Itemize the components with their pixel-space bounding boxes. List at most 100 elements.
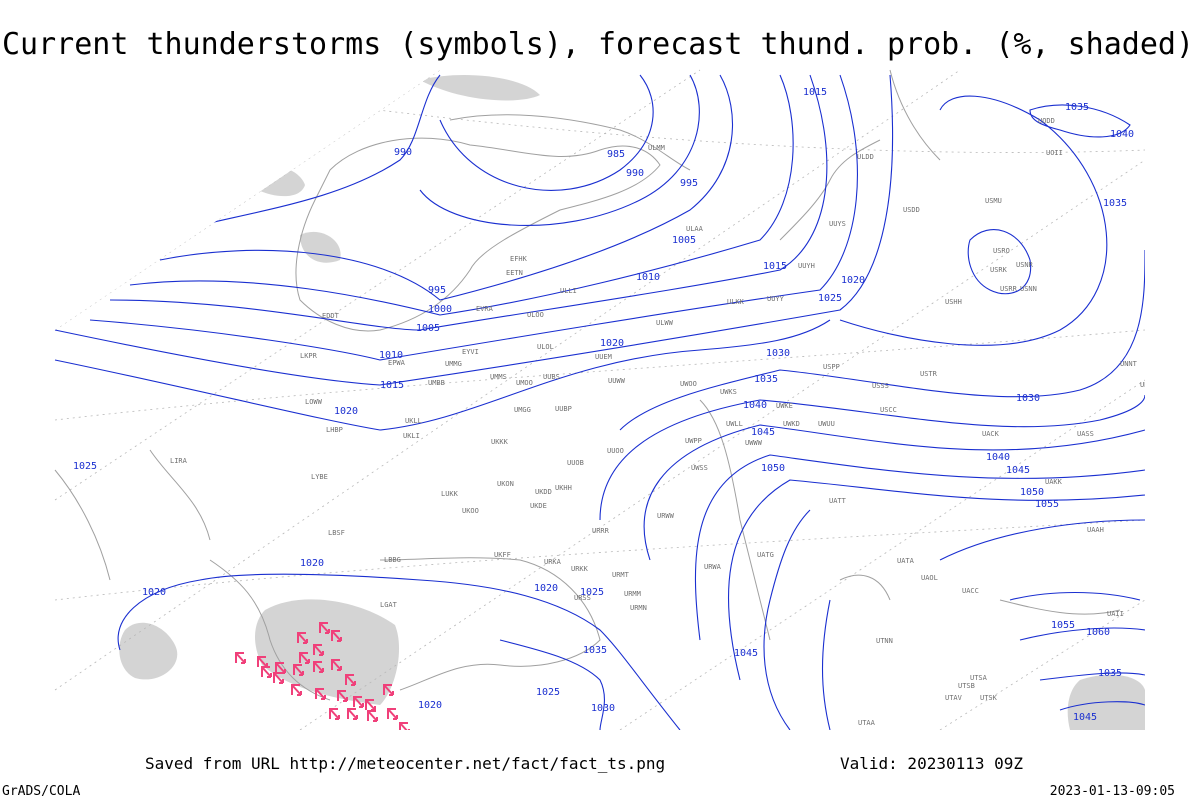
station-code: UMMS bbox=[490, 373, 507, 381]
station-code: UTAA bbox=[858, 719, 876, 727]
shade-area bbox=[300, 231, 341, 263]
thunderstorm-symbol bbox=[297, 632, 308, 644]
thunderstorm-symbol bbox=[329, 708, 340, 720]
isobar-label: 1055 bbox=[1051, 620, 1075, 631]
station-code: UUYS bbox=[829, 220, 846, 228]
isobar-label: 1045 bbox=[1073, 712, 1097, 723]
thunderstorm-symbol bbox=[365, 699, 376, 711]
isobar bbox=[179, 74, 441, 231]
isobar-label: 1045 bbox=[734, 648, 758, 659]
isobar bbox=[643, 424, 1146, 561]
station-code: UATG bbox=[757, 551, 774, 559]
station-code: UUYH bbox=[798, 262, 815, 270]
thunderstorm-symbol bbox=[313, 644, 324, 656]
station-code: USHH bbox=[945, 298, 962, 306]
station-code: LHBP bbox=[326, 426, 343, 434]
isobar-label: 1015 bbox=[380, 380, 404, 391]
station-code: ULLI bbox=[560, 287, 577, 295]
isobar-label: 990 bbox=[394, 147, 412, 158]
timestamp: 2023-01-13-09:05 bbox=[1050, 784, 1175, 799]
station-code: UMMG bbox=[445, 360, 462, 368]
station-code: USSS bbox=[872, 382, 889, 390]
isobar-label: 1055 bbox=[1035, 499, 1059, 510]
thunderstorm-symbol bbox=[383, 684, 394, 696]
shade-area bbox=[119, 622, 178, 680]
isobar-label: 1020 bbox=[418, 700, 442, 711]
station-code: UKLL bbox=[405, 417, 422, 425]
isobar-label: 1025 bbox=[818, 293, 842, 304]
station-code: UTSK bbox=[980, 694, 998, 702]
coastline bbox=[54, 449, 211, 581]
coastline bbox=[209, 557, 601, 701]
station-code: ULOL bbox=[537, 343, 554, 351]
station-code: UKDE bbox=[530, 502, 547, 510]
station-code: USMU bbox=[985, 197, 1002, 205]
station-code: UACC bbox=[962, 587, 979, 595]
station-code: URKK bbox=[571, 565, 589, 573]
thunderstorm-symbol bbox=[275, 662, 286, 674]
station-code: USPP bbox=[823, 363, 840, 371]
isobar-label: 1020 bbox=[300, 558, 324, 569]
station-code: USDD bbox=[903, 206, 920, 214]
thunderstorm-symbol bbox=[291, 684, 302, 696]
isobar-label: 1015 bbox=[763, 261, 787, 272]
isobar bbox=[419, 74, 700, 227]
station-code: URMT bbox=[612, 571, 630, 579]
station-code: UTSB bbox=[958, 682, 975, 690]
isobar bbox=[89, 74, 858, 361]
isobar bbox=[117, 573, 681, 731]
isobar bbox=[109, 74, 828, 331]
station-code: UODD bbox=[1038, 117, 1055, 125]
station-code: USNR bbox=[1016, 261, 1034, 269]
station-code: UWWW bbox=[745, 439, 763, 447]
station-code: UTAV bbox=[945, 694, 963, 702]
coastline bbox=[449, 114, 691, 171]
isobar-label: 1050 bbox=[1020, 487, 1044, 498]
thunderstorm-symbol bbox=[367, 710, 378, 722]
isobar bbox=[1029, 104, 1131, 138]
title: Current thunderstorms (symbols), forecas… bbox=[2, 27, 1194, 62]
isobar-label: 1020 bbox=[534, 583, 558, 594]
isobar bbox=[129, 74, 794, 316]
isobar-label: 1045 bbox=[751, 427, 775, 438]
station-code: UKON bbox=[497, 480, 514, 488]
station-code: UMGG bbox=[514, 406, 531, 414]
isobar bbox=[599, 394, 1146, 521]
station-code: UAOL bbox=[921, 574, 938, 582]
station-code: UAKK bbox=[1045, 478, 1063, 486]
station-code: EYVI bbox=[462, 348, 479, 356]
thunderstorm-symbol bbox=[319, 622, 330, 634]
station-code: UKOO bbox=[462, 507, 479, 515]
map: ULMM ULAA EFHK EETN ULLI EVRA ULOO EDDT ULOL EYVI… bbox=[0, 69, 1200, 800]
isobar-label: 1005 bbox=[416, 323, 440, 334]
station-code: UMBB bbox=[428, 379, 445, 387]
isobar-label: 985 bbox=[607, 149, 625, 160]
isobar-label: 1040 bbox=[743, 400, 767, 411]
graticule bbox=[54, 69, 1146, 731]
thunderstorm-symbol bbox=[331, 630, 342, 642]
isobar-label: 1035 bbox=[1098, 668, 1122, 679]
source-url: Saved from URL http://meteocenter.net/fa… bbox=[145, 754, 665, 773]
station-code: UMOO bbox=[516, 379, 533, 387]
valid-time: Valid: 20230113 09Z bbox=[840, 754, 1023, 773]
station-code: ULWW bbox=[656, 319, 674, 327]
station-code: USCC bbox=[880, 406, 897, 414]
station-code: UTSA bbox=[970, 674, 988, 682]
isobar-label: 1040 bbox=[986, 452, 1010, 463]
isobar-label: 1025 bbox=[580, 587, 604, 598]
thunderstorm-symbols bbox=[235, 622, 410, 734]
station-code: UKHH bbox=[555, 484, 572, 492]
station-code: LUKK bbox=[441, 490, 459, 498]
isobar-label: 1035 bbox=[1103, 198, 1127, 209]
station-code: URWW bbox=[657, 512, 675, 520]
coastline bbox=[295, 137, 661, 332]
station-code: UATT bbox=[829, 497, 847, 505]
station-code: UUOO bbox=[607, 447, 624, 455]
isobar-label: 1020 bbox=[841, 275, 865, 286]
station-code: UWKE bbox=[776, 402, 793, 410]
isobar bbox=[619, 249, 1146, 431]
isobar-label: 1050 bbox=[761, 463, 785, 474]
station-code: LBSF bbox=[328, 529, 345, 537]
station-code: USRR bbox=[1000, 285, 1018, 293]
station-code: LYBE bbox=[311, 473, 328, 481]
